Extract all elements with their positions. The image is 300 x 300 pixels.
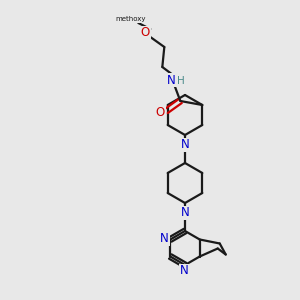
Text: methoxy: methoxy (115, 16, 146, 22)
Text: O: O (141, 26, 150, 40)
Text: N: N (160, 232, 169, 245)
Text: N: N (180, 265, 188, 278)
Text: H: H (177, 76, 185, 86)
Text: N: N (181, 139, 189, 152)
Text: N: N (167, 74, 176, 86)
Text: N: N (181, 206, 189, 220)
Text: O: O (156, 106, 165, 119)
